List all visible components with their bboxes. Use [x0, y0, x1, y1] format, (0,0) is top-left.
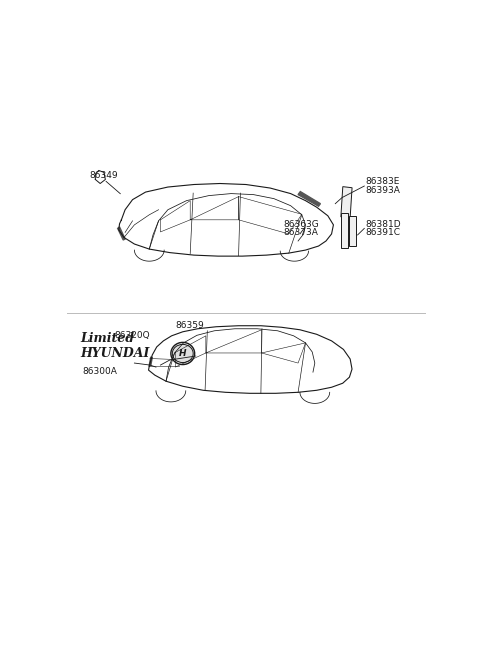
Text: 86349: 86349	[90, 171, 119, 180]
Text: 86320Q: 86320Q	[114, 331, 150, 341]
Text: Limited: Limited	[81, 332, 134, 345]
Text: 86391C: 86391C	[365, 229, 400, 237]
Ellipse shape	[171, 343, 195, 365]
Polygon shape	[149, 357, 152, 365]
Text: 86373A: 86373A	[283, 229, 318, 237]
Text: 86381D: 86381D	[365, 220, 401, 229]
Text: 86359: 86359	[175, 321, 204, 330]
Polygon shape	[298, 191, 321, 206]
Text: HYUNDAI: HYUNDAI	[81, 347, 150, 360]
Text: H: H	[179, 349, 187, 358]
Text: 86383E: 86383E	[365, 178, 399, 187]
Bar	[341, 187, 352, 218]
Text: 86363G: 86363G	[283, 220, 319, 229]
Text: 86300A: 86300A	[83, 367, 117, 375]
Bar	[349, 215, 356, 246]
Bar	[341, 213, 348, 248]
Text: 86393A: 86393A	[365, 186, 400, 195]
Polygon shape	[118, 227, 125, 240]
Ellipse shape	[172, 345, 193, 363]
